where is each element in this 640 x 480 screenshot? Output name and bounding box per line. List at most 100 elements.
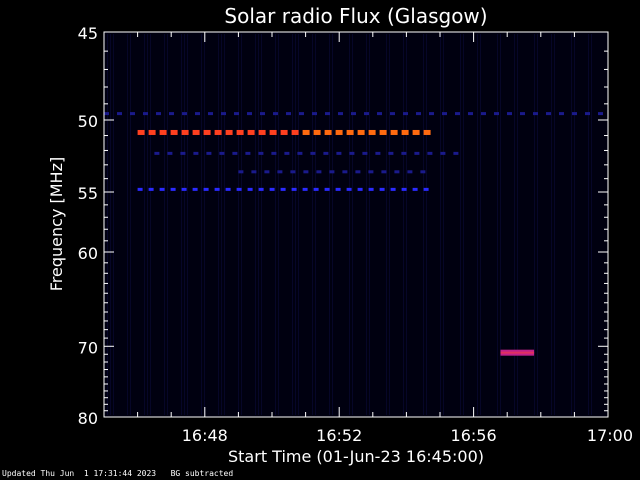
- emission-segment: [236, 129, 244, 135]
- emission-segment: [381, 170, 387, 174]
- x-axis-label: Start Time (01-Jun-23 16:45:00): [228, 447, 484, 466]
- background-streak: [389, 34, 390, 415]
- emission-segment: [572, 112, 577, 116]
- emission-segment: [368, 170, 374, 174]
- emission-segment: [351, 112, 356, 116]
- emission-segment: [234, 112, 239, 116]
- y-tick-label: 80: [78, 409, 98, 428]
- footer: Updated Thu Jun 1 17:31:44 2023 BG subtr…: [2, 469, 233, 478]
- y-axis-label: Frequency [MHz]: [47, 157, 66, 291]
- emission-segment: [247, 187, 253, 191]
- emission-segment: [291, 129, 299, 135]
- emission-segment: [468, 112, 473, 116]
- background-streak: [537, 34, 538, 415]
- emission-segment: [180, 151, 186, 155]
- emission-segment: [193, 151, 199, 155]
- emission-segment: [346, 187, 352, 191]
- emission-segment: [208, 112, 213, 116]
- emission-segment: [379, 187, 385, 191]
- y-tick-label: 55: [78, 184, 98, 203]
- emission-segment: [104, 112, 109, 116]
- background-streak: [187, 34, 188, 415]
- emission-segment: [338, 112, 343, 116]
- emission-segment: [167, 151, 173, 155]
- emission-segment: [429, 112, 434, 116]
- emission-segment: [170, 129, 178, 135]
- emission-segment: [390, 187, 396, 191]
- emission-segment: [427, 151, 433, 155]
- emission-segment: [251, 170, 257, 174]
- emission-segment: [313, 129, 321, 135]
- emission-segment: [325, 112, 330, 116]
- emission-segment: [195, 112, 200, 116]
- background-streak: [110, 34, 111, 415]
- background-streak: [164, 34, 165, 415]
- emission-segment: [390, 129, 398, 135]
- background-streak: [349, 34, 350, 415]
- background-streak: [241, 34, 242, 415]
- background-streak: [107, 34, 108, 415]
- background-streak: [426, 34, 427, 415]
- background-streak: [278, 34, 279, 415]
- background-streak: [292, 34, 293, 415]
- emission-segment: [236, 187, 242, 191]
- emission-segment: [312, 112, 317, 116]
- emission-segment: [388, 151, 394, 155]
- chart-title: Solar radio Flux (Glasgow): [224, 4, 487, 28]
- emission-segment: [219, 151, 225, 155]
- emission-segment: [323, 151, 329, 155]
- background-streak: [329, 34, 330, 415]
- emission-segment: [221, 112, 226, 116]
- emission-segment: [245, 151, 251, 155]
- emission-segment: [258, 151, 264, 155]
- emission-segment: [169, 112, 174, 116]
- emission-segment: [269, 129, 277, 135]
- x-tick-label: 16:56: [451, 426, 497, 445]
- emission-segment: [329, 170, 335, 174]
- background-streak: [127, 34, 128, 415]
- emission-segment: [368, 129, 376, 135]
- background-streak: [386, 34, 387, 415]
- emission-segment: [143, 112, 148, 116]
- emission-segment: [290, 170, 296, 174]
- footer-updated: Updated Thu Jun 1 17:31:44 2023: [2, 469, 157, 478]
- emission-segment: [117, 112, 122, 116]
- emission-segment: [303, 170, 309, 174]
- background-streak: [298, 34, 299, 415]
- emission-segment: [533, 112, 538, 116]
- emission-segment: [206, 151, 212, 155]
- emission-segment: [442, 112, 447, 116]
- emission-segment: [192, 129, 200, 135]
- background-streak: [258, 34, 259, 415]
- emission-segment: [324, 187, 330, 191]
- emission-segment: [137, 187, 143, 191]
- emission-segment: [423, 187, 429, 191]
- background-streak: [534, 34, 535, 415]
- emission-segment: [181, 129, 189, 135]
- footer-note: BG subtracted: [170, 469, 234, 478]
- x-tick-label: 16:48: [182, 426, 228, 445]
- background-streak: [218, 34, 219, 415]
- background-streak: [500, 34, 501, 415]
- emission-segment: [271, 151, 277, 155]
- emission-layer: [104, 34, 603, 415]
- emission-segment: [394, 170, 400, 174]
- background-streak: [201, 34, 202, 415]
- plot-background: [104, 32, 608, 417]
- background-streak: [571, 34, 572, 415]
- emission-segment: [423, 129, 431, 135]
- background-streak: [551, 34, 552, 415]
- emission-segment: [299, 112, 304, 116]
- emission-segment: [401, 129, 409, 135]
- background-streak: [497, 34, 498, 415]
- emission-segment: [357, 129, 365, 135]
- emission-segment: [286, 112, 291, 116]
- background-streak: [144, 34, 145, 415]
- emission-segment: [154, 151, 160, 155]
- background-streak: [591, 34, 592, 415]
- emission-segment: [335, 187, 341, 191]
- emission-segment: [414, 151, 420, 155]
- background-streak: [113, 34, 114, 415]
- emission-segment: [368, 187, 374, 191]
- emission-segment: [412, 129, 420, 135]
